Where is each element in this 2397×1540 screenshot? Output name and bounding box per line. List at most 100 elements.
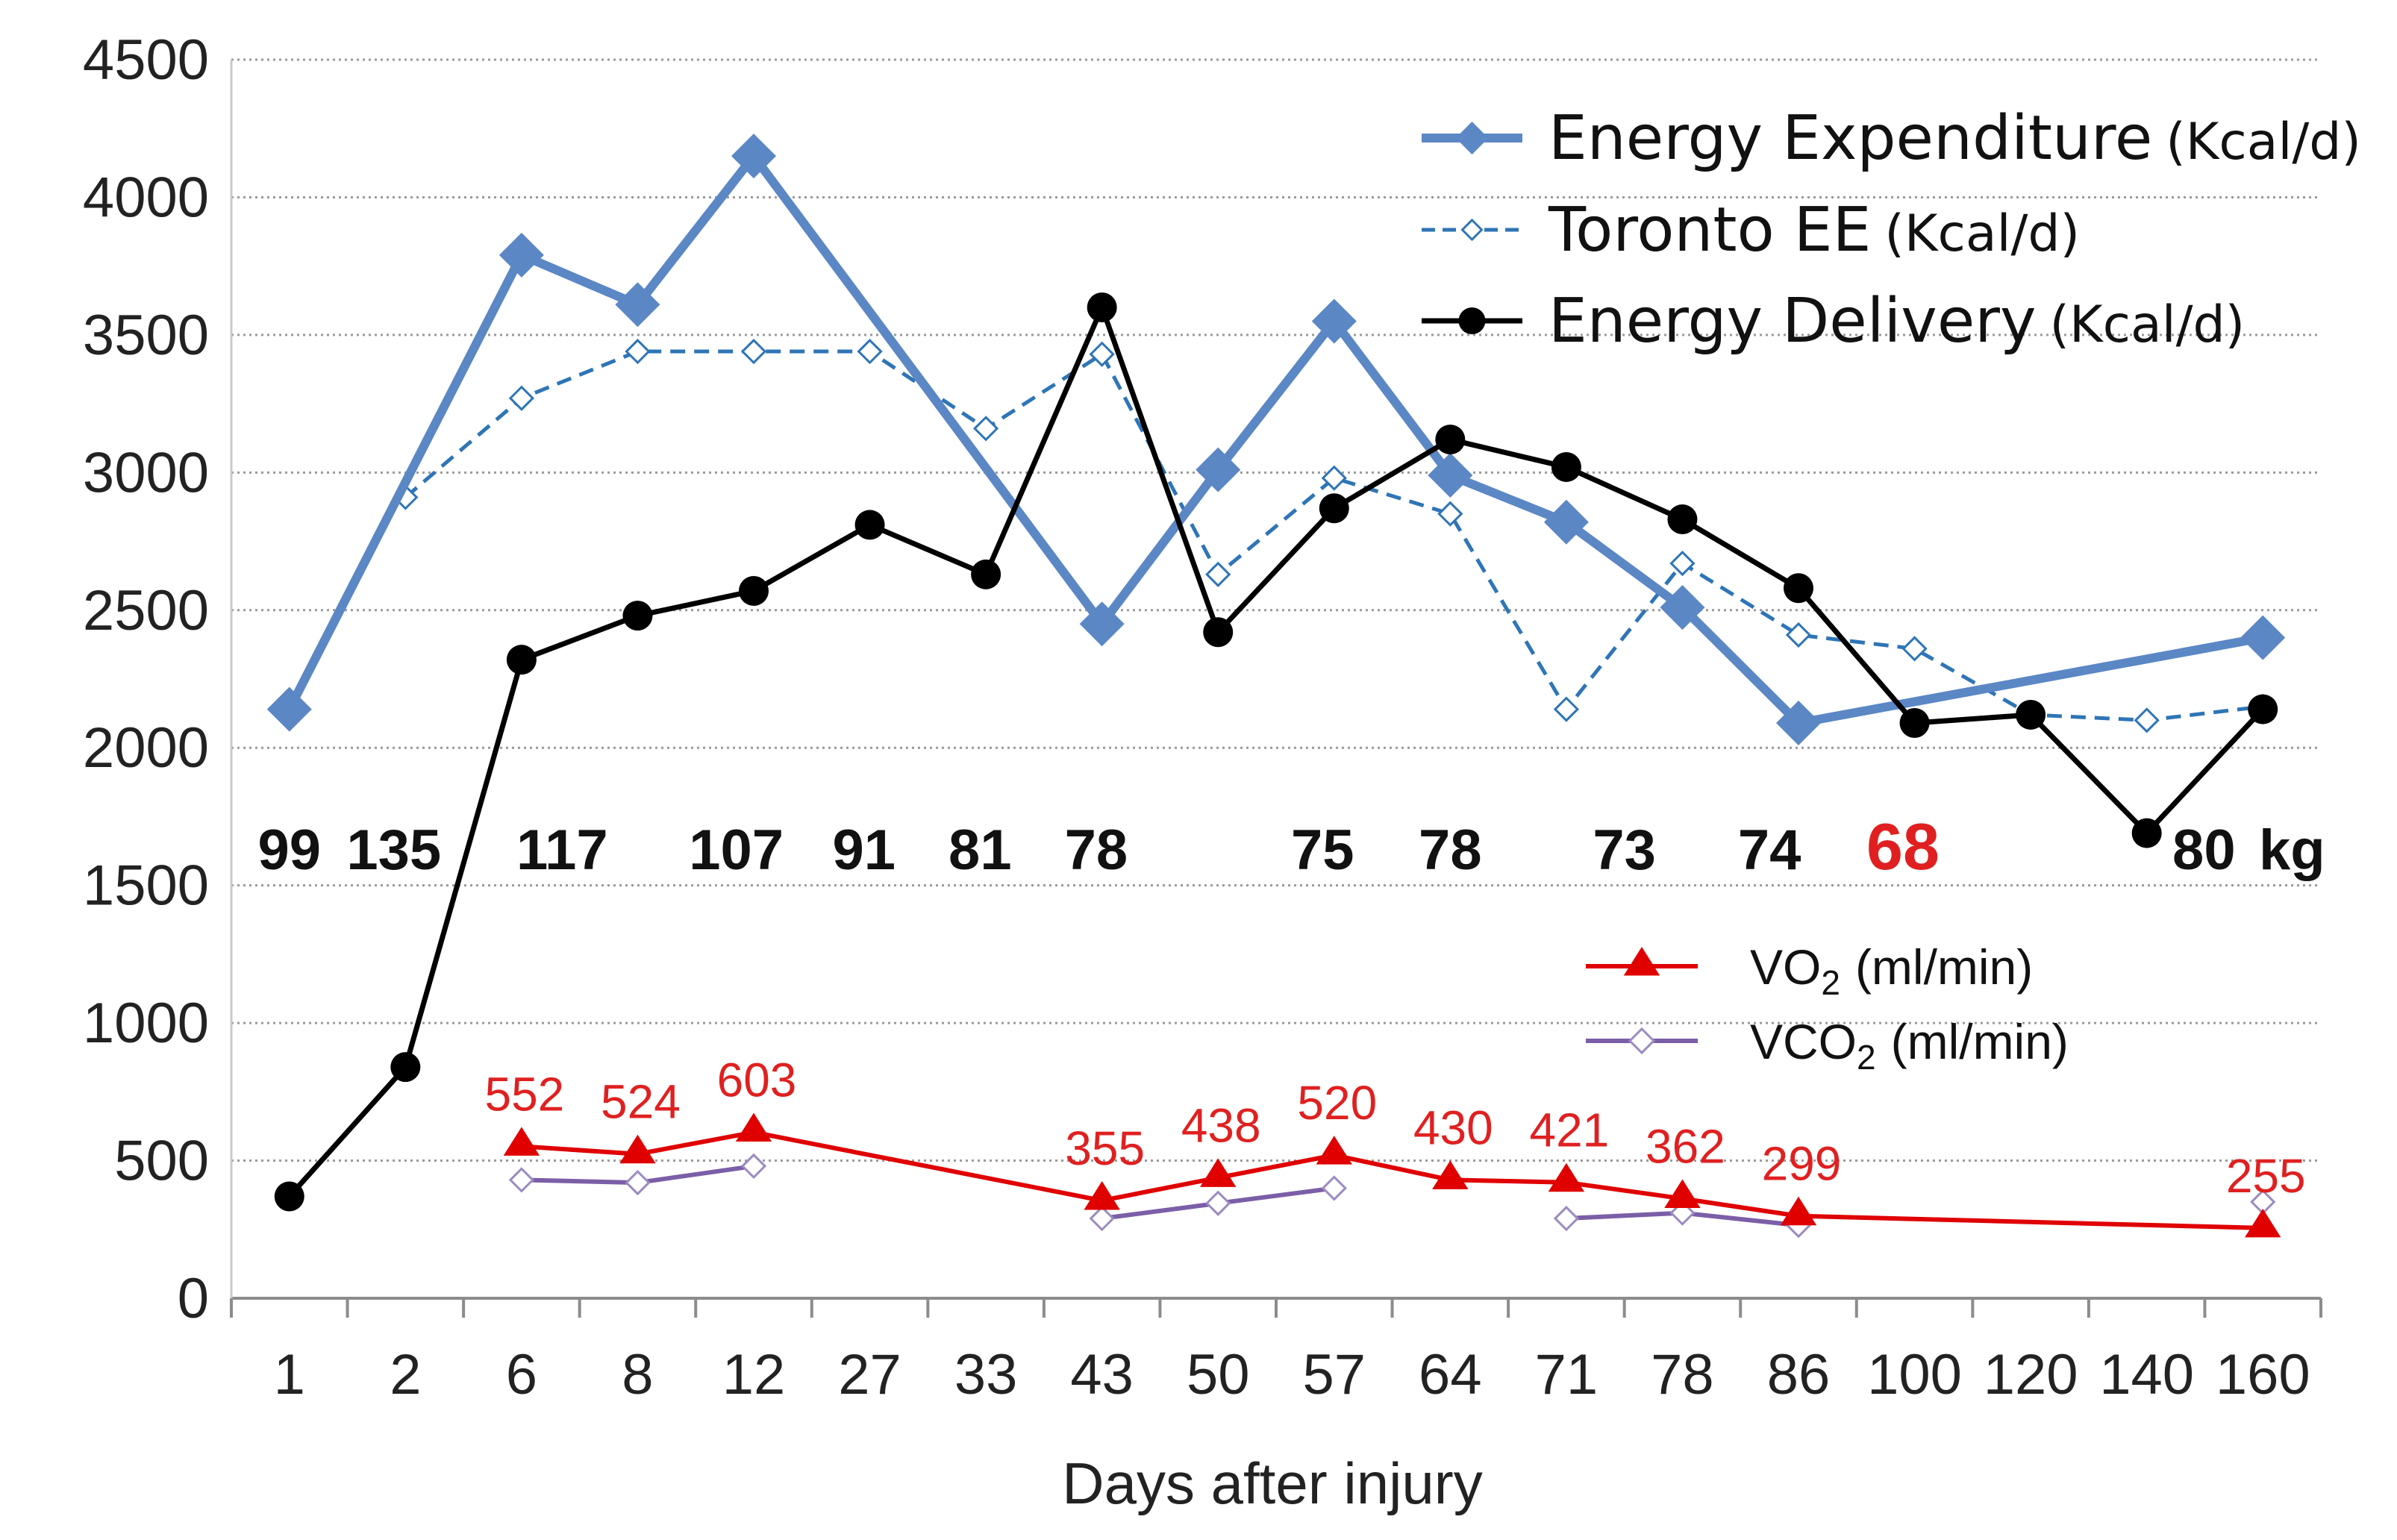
data-point [622, 601, 653, 631]
data-point [972, 416, 999, 442]
data-point [615, 282, 660, 328]
data-point [854, 510, 885, 540]
data-point [1203, 617, 1234, 648]
data-point [1321, 465, 1347, 491]
x-tick-label: 120 [1984, 1343, 2078, 1406]
x-tick-label: 27 [838, 1343, 901, 1406]
series-line [404, 349, 2263, 722]
data-label: 430 [1413, 1101, 1493, 1154]
weight-unit: kg [2259, 818, 2325, 882]
legend-label: Energy Delivery (Kcal/d) [1548, 286, 2245, 357]
data-label: 552 [484, 1067, 564, 1121]
data-point [1089, 1205, 1115, 1232]
data-point [1660, 585, 1705, 630]
weight-label: 78 [1065, 818, 1128, 882]
legend-marker [1455, 122, 1489, 154]
x-tick-label: 2 [390, 1343, 421, 1406]
data-point [1901, 636, 1928, 662]
x-tick-label: 43 [1070, 1343, 1134, 1406]
data-point [1316, 1136, 1352, 1165]
y-tick-label: 1000 [83, 992, 209, 1055]
x-tick-label: 1 [274, 1343, 305, 1406]
weight-label: 80 [2172, 818, 2236, 882]
weight-label: 68 [1866, 810, 1940, 883]
weight-label: 81 [949, 818, 1012, 882]
data-point [1543, 499, 1589, 545]
data-point [625, 338, 651, 365]
y-tick-label: 0 [178, 1267, 209, 1330]
legend-name: Energy Expenditure [1548, 103, 2152, 174]
data-point [1079, 601, 1125, 647]
data-point [1435, 425, 1466, 455]
data-label: 520 [1297, 1076, 1377, 1130]
legend-marker [1623, 947, 1660, 976]
y-tick-label: 2500 [83, 579, 209, 642]
data-point [508, 1167, 535, 1193]
x-tick-label: 12 [722, 1343, 786, 1406]
data-label: 421 [1529, 1104, 1609, 1157]
data-point [1437, 501, 1463, 527]
data-point [971, 559, 1001, 589]
x-tick-label: 78 [1651, 1343, 1714, 1406]
data-point [508, 385, 535, 411]
data-point [1548, 1162, 1585, 1192]
y-tick-label: 3000 [83, 441, 209, 504]
x-tick-label: 50 [1187, 1343, 1250, 1406]
weight-label: 78 [1419, 818, 1482, 882]
y-tick-label: 2000 [83, 716, 209, 780]
x-axis-label: Days after injury [1062, 1450, 1483, 1516]
data-point [739, 575, 769, 606]
x-tick-label: 100 [1867, 1343, 1962, 1406]
legend-item: Energy Expenditure (Kcal/d) [1422, 103, 2361, 174]
legend-item: VCO2 (ml/min) [1586, 1014, 2069, 1077]
x-tick-label: 8 [622, 1343, 653, 1406]
data-point [740, 338, 767, 365]
data-point [619, 1134, 656, 1164]
legend-subscript: 2 [1821, 963, 1840, 1002]
x-tick-label: 6 [506, 1343, 537, 1406]
data-label: 438 [1181, 1098, 1261, 1152]
x-tick-label: 160 [2216, 1343, 2310, 1406]
series-energy-expenditure [266, 134, 2286, 746]
legend-unit: (Kcal/d) [2166, 113, 2361, 172]
legend-item: VO2 (ml/min) [1586, 939, 2033, 1002]
series-vo2: 552 524 603 355 438 520 430 421 362 299 255 [484, 1054, 2306, 1238]
legend-name: Toronto EE [1548, 195, 1871, 266]
data-point [1200, 1158, 1237, 1187]
data-point [274, 1181, 304, 1212]
data-point [1205, 561, 1231, 587]
y-tick-label: 1500 [83, 854, 209, 918]
legend-marker [1460, 218, 1484, 242]
data-point [1321, 1175, 1347, 1201]
data-point [735, 1112, 772, 1142]
data-label: 603 [717, 1054, 797, 1107]
data-point [499, 232, 544, 278]
x-tick-label: 86 [1767, 1343, 1831, 1406]
data-label: 255 [2226, 1149, 2306, 1203]
legend-unit: (Kcal/d) [1884, 204, 2080, 263]
data-point [1311, 298, 1357, 344]
data-point [2240, 615, 2286, 660]
data-point [1669, 550, 1696, 577]
data-point [390, 1052, 421, 1083]
data-point [740, 1153, 767, 1180]
grid-lines [231, 58, 2321, 1162]
legend-name: VCO [1750, 1014, 1857, 1069]
legend-item: Energy Delivery (Kcal/d) [1422, 286, 2245, 357]
y-tick-label: 4500 [83, 28, 209, 92]
data-point [731, 134, 776, 179]
data-point [1785, 622, 1812, 648]
data-point [857, 338, 883, 365]
data-point [1087, 292, 1117, 322]
legend-name: VO [1750, 939, 1821, 995]
x-tick-label: 64 [1419, 1343, 1482, 1406]
legend-label: VCO2 (ml/min) [1750, 1014, 2069, 1077]
x-tick-label: 33 [954, 1343, 1018, 1406]
legend: Energy Expenditure (Kcal/d)Toronto EE (Kca… [1422, 103, 2361, 1077]
weight-label: 117 [516, 818, 608, 882]
legend-marker [1458, 307, 1486, 334]
data-point [1780, 1196, 1817, 1226]
weight-label: 135 [346, 818, 441, 882]
